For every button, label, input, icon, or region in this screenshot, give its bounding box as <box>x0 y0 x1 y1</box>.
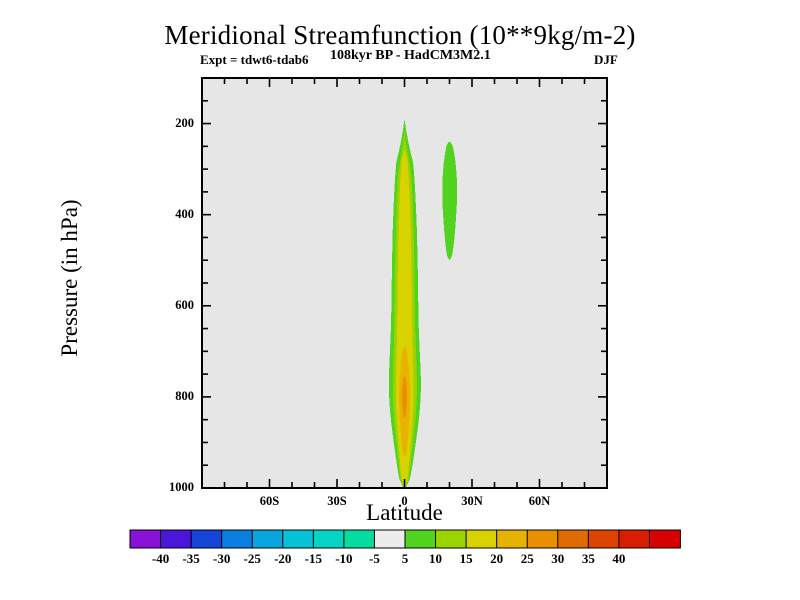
colorbar-label--15: -15 <box>304 551 322 566</box>
x-tick-label-60N: 60N <box>528 494 551 508</box>
x-tick-label-0: 0 <box>401 494 408 508</box>
y-tick-label-600: 600 <box>175 297 194 312</box>
chart-title: Meridional Streamfunction (10**9kg/m-2) <box>164 20 636 50</box>
contour-band-25-30 <box>402 376 407 418</box>
contour-layer <box>389 119 458 488</box>
colorbar[interactable] <box>129 529 681 549</box>
colorbar-segment-7[interactable] <box>343 529 376 549</box>
chart-subtitle: 108kyr BP - HadCM3M2.1 <box>330 48 491 63</box>
colorbar-segment-10[interactable] <box>435 529 468 549</box>
colorbar-segment-1[interactable] <box>160 529 193 549</box>
y-tick-label-400: 400 <box>175 206 194 221</box>
colorbar-segment-14[interactable] <box>557 529 590 549</box>
colorbar-label-10: 10 <box>429 551 443 566</box>
colorbar-label-25: 25 <box>520 551 534 566</box>
y-axis-title: Pressure (in hPa) <box>57 199 82 357</box>
colorbar-label--10: -10 <box>335 551 353 566</box>
colorbar-segment-9[interactable] <box>404 529 437 549</box>
colorbar-label--30: -30 <box>212 551 231 566</box>
x-tick-label-30N: 30N <box>461 494 483 508</box>
colorbar-segment-0[interactable] <box>129 529 162 549</box>
colorbar-segment-2[interactable] <box>190 529 223 549</box>
colorbar-segment-12[interactable] <box>496 529 529 549</box>
colorbar-segment-5[interactable] <box>282 529 315 549</box>
season-label: DJF <box>594 52 618 67</box>
colorbar-segment-8[interactable] <box>373 529 406 549</box>
colorbar-label-35: 35 <box>581 551 595 566</box>
colorbar-segment-17[interactable] <box>648 529 681 549</box>
plot-area <box>201 77 608 489</box>
y-tick-label-1000: 1000 <box>169 480 194 494</box>
colorbar-label--20: -20 <box>274 551 292 566</box>
colorbar-label--40: -40 <box>151 551 170 566</box>
colorbar-segment-4[interactable] <box>251 529 284 549</box>
colorbar-label-40: 40 <box>612 551 626 566</box>
colorbar-label-15: 15 <box>459 551 473 566</box>
colorbar-label-30: 30 <box>551 551 565 566</box>
colorbar-segment-13[interactable] <box>526 529 559 549</box>
colorbar-label-5: 5 <box>401 551 409 566</box>
subtitle-row: Expt = tdwt6-tdab6 108kyr BP - HadCM3M2.… <box>0 48 800 72</box>
x-axis-title: Latitude <box>366 500 443 525</box>
colorbar-label--25: -25 <box>243 551 261 566</box>
contour-band-secondary-5-10 <box>442 141 458 261</box>
y-tick-label-800: 800 <box>175 388 194 403</box>
x-tick-label-60S: 60S <box>259 494 280 508</box>
y-tick-label-200: 200 <box>175 115 194 130</box>
colorbar-segment-3[interactable] <box>221 529 254 549</box>
x-tick-label-30S: 30S <box>327 494 347 508</box>
colorbar-label-20: 20 <box>490 551 504 566</box>
colorbar-segment-15[interactable] <box>587 529 620 549</box>
colorbar-segment-6[interactable] <box>312 529 345 549</box>
colorbar-segment-11[interactable] <box>465 529 498 549</box>
colorbar-label--35: -35 <box>182 551 200 566</box>
plot-frame <box>201 77 608 489</box>
colorbar-label--5: -5 <box>369 551 380 566</box>
colorbar-segment-16[interactable] <box>618 529 651 549</box>
experiment-label: Expt = tdwt6-tdab6 <box>200 52 309 67</box>
